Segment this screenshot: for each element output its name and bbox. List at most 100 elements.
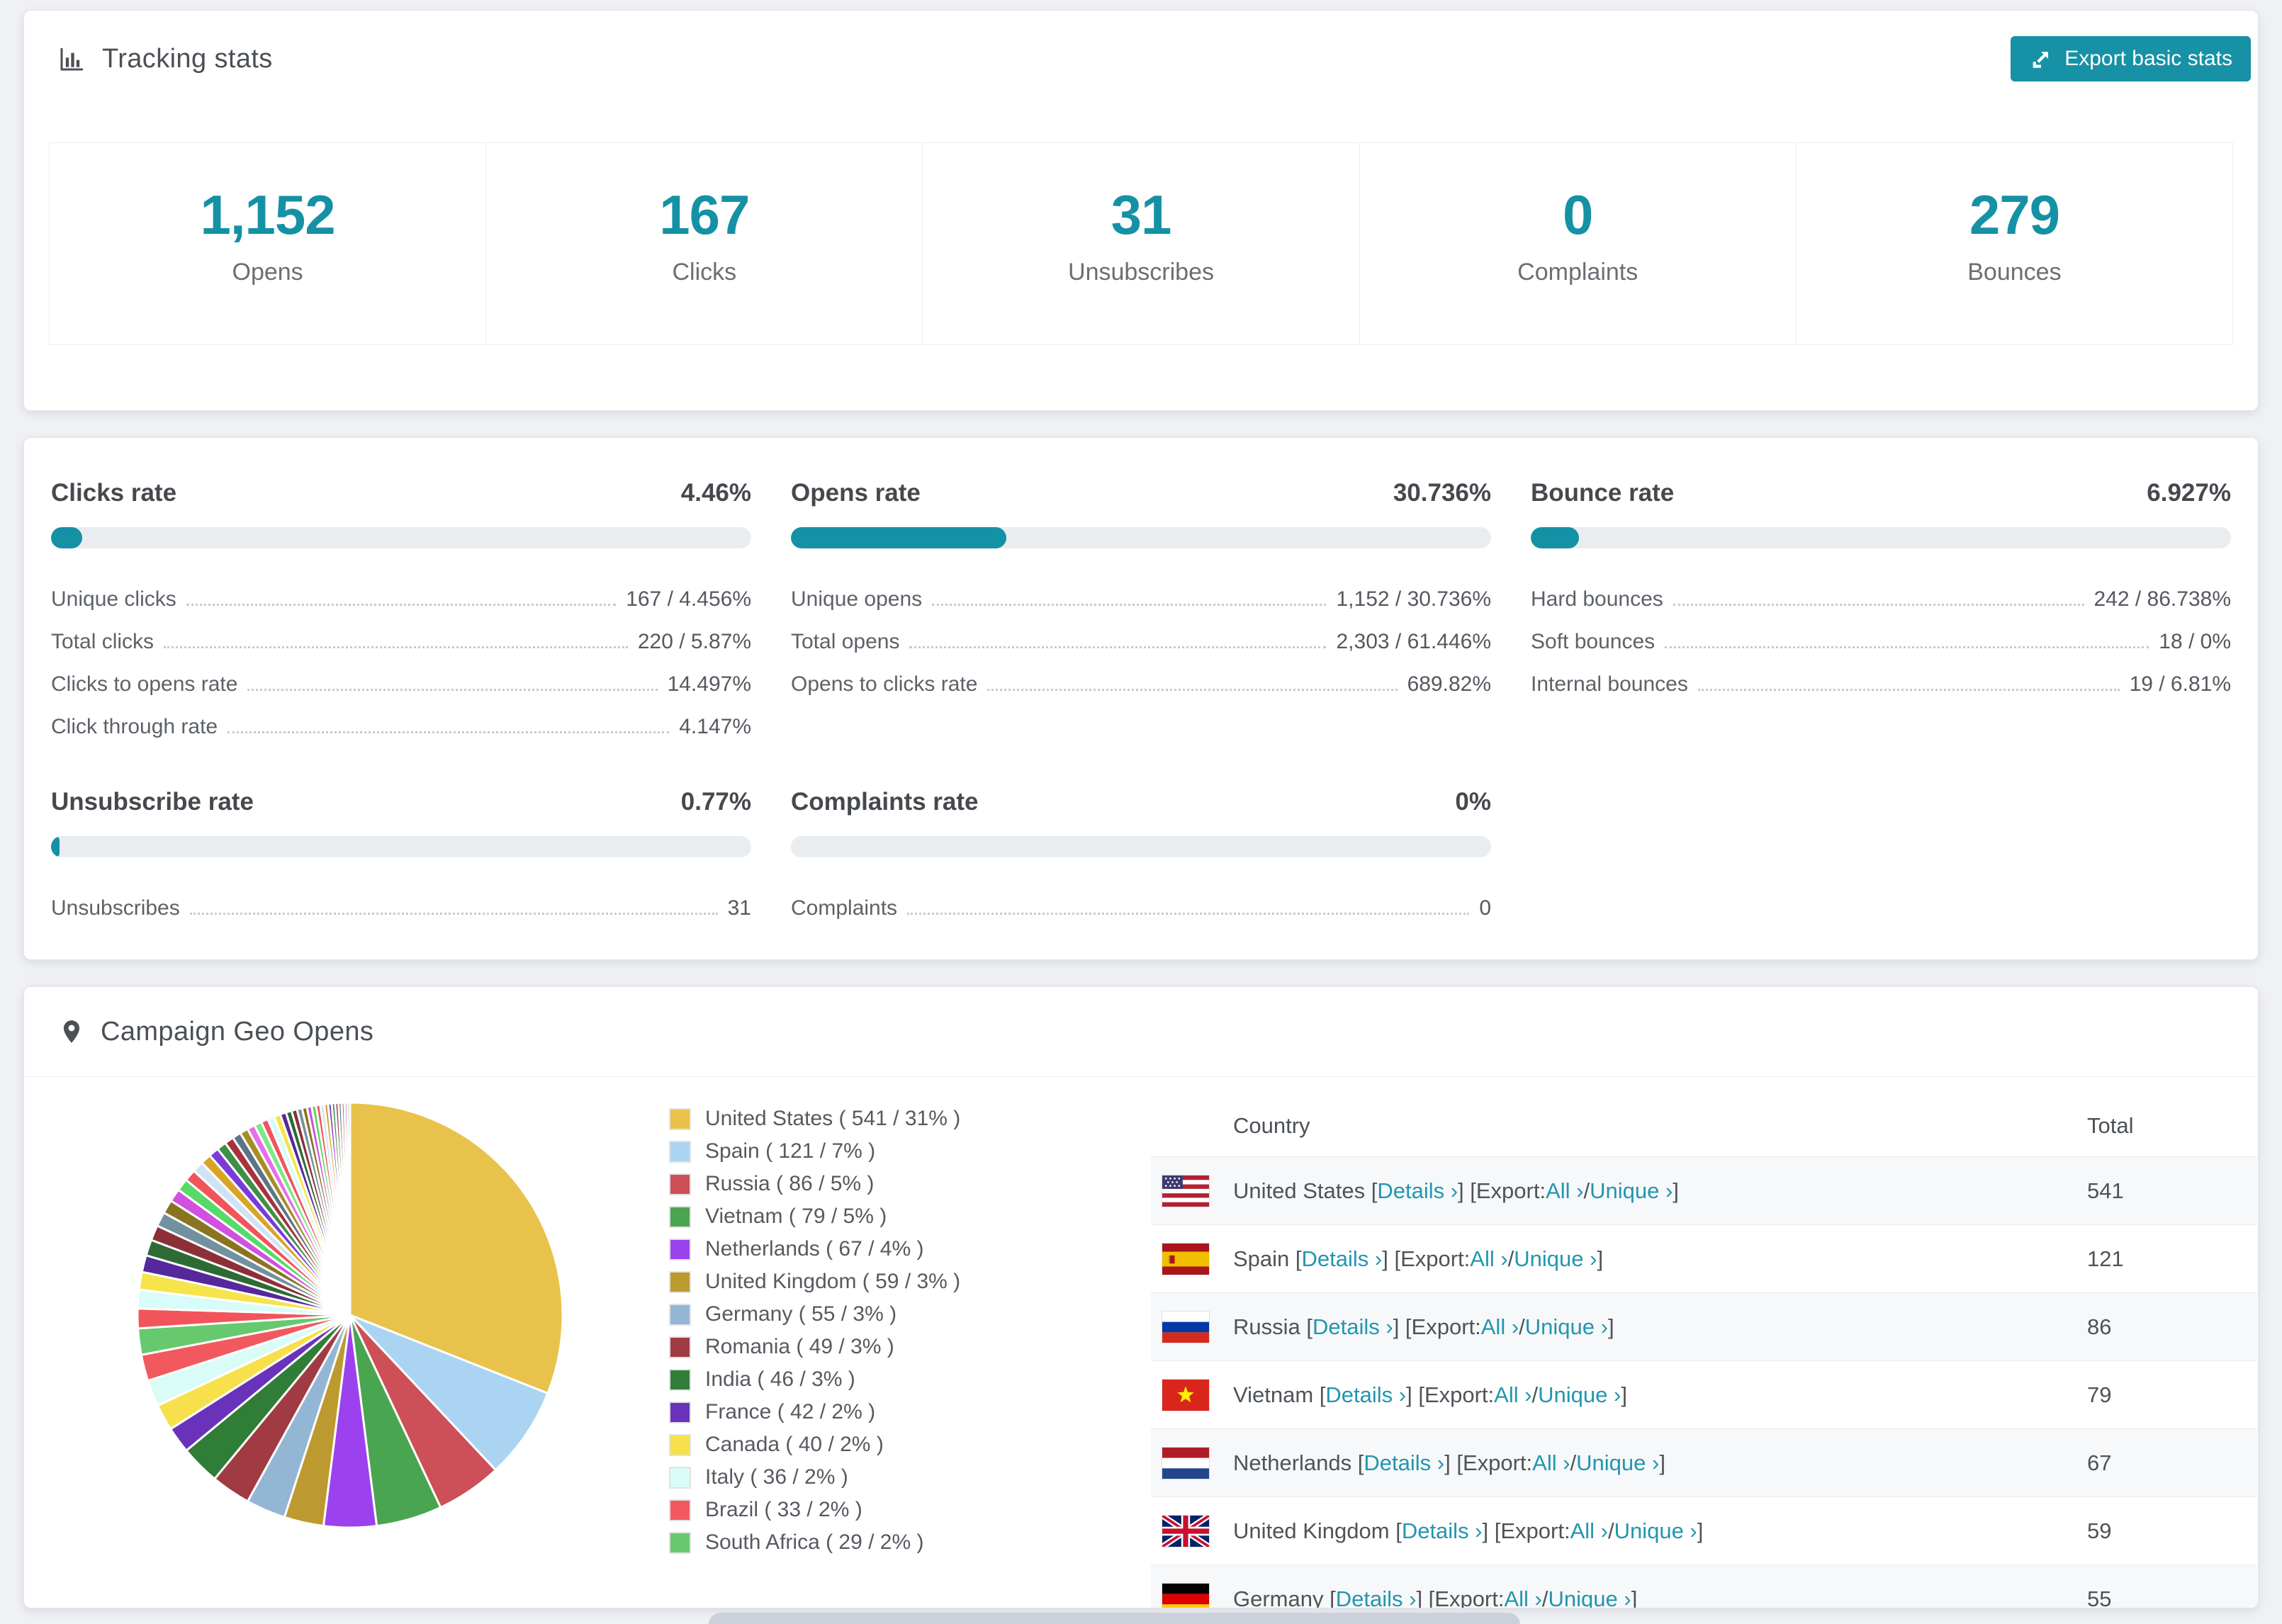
details-link[interactable]: Details › [1377, 1178, 1458, 1203]
legend-item[interactable]: Canada ( 40 / 2% ) [669, 1433, 1038, 1457]
legend-item[interactable]: Russia ( 86 / 5% ) [669, 1172, 1038, 1196]
legend-swatch [669, 1531, 691, 1554]
legend-item[interactable]: France ( 42 / 2% ) [669, 1400, 1038, 1424]
rate-row-label: Unique clicks [51, 587, 176, 611]
dotted-leader [1665, 646, 2149, 648]
export-unique-link[interactable]: Unique › [1590, 1178, 1673, 1203]
export-all-link[interactable]: All › [1546, 1178, 1584, 1203]
progress-fill [791, 527, 1006, 548]
country-total: 55 [2087, 1586, 2112, 1608]
export-unique-link[interactable]: Unique › [1538, 1382, 1621, 1407]
uk-flag-icon [1162, 1515, 1209, 1547]
table-text: [ [1371, 1178, 1378, 1203]
export-all-link[interactable]: All › [1480, 1314, 1519, 1339]
legend-item[interactable]: United States ( 541 / 31% ) [669, 1107, 1038, 1131]
country-total: 541 [2087, 1178, 2124, 1203]
legend-item[interactable]: Brazil ( 33 / 2% ) [669, 1498, 1038, 1522]
legend-item[interactable]: Netherlands ( 67 / 4% ) [669, 1237, 1038, 1261]
legend-label: United Kingdom ( 59 / 3% ) [705, 1270, 961, 1293]
legend-item[interactable]: Spain ( 121 / 7% ) [669, 1139, 1038, 1163]
rate-row-value: 4.147% [679, 715, 751, 738]
dotted-leader [909, 646, 1327, 648]
legend-label: Spain ( 121 / 7% ) [705, 1139, 876, 1163]
country-name: Germany [1233, 1586, 1330, 1608]
legend-item[interactable]: Italy ( 36 / 2% ) [669, 1465, 1038, 1489]
country-cell: Germany [Details ›] [Export: All › / Uni… [1162, 1583, 2087, 1608]
rate-row-value: 31 [727, 896, 751, 920]
details-link[interactable]: Details › [1313, 1314, 1393, 1339]
rate-rows: Hard bounces 242 / 86.738% Soft bounces 18 … [1531, 578, 2231, 706]
legend-label: Vietnam ( 79 / 5% ) [705, 1205, 887, 1228]
rate-row-label: Click through rate [51, 715, 218, 738]
legend-label: South Africa ( 29 / 2% ) [705, 1530, 924, 1554]
legend-swatch [669, 1303, 691, 1326]
details-link[interactable]: Details › [1364, 1450, 1445, 1475]
pie-slice-spain[interactable] [349, 1314, 549, 1472]
rate-row-value: 19 / 6.81% [2129, 672, 2231, 696]
table-text: / [1583, 1178, 1590, 1203]
dotted-leader [164, 646, 628, 648]
dotted-leader [1673, 604, 2084, 606]
legend-item[interactable]: Romania ( 49 / 3% ) [669, 1335, 1038, 1359]
country-column-header: Country [1233, 1113, 1310, 1138]
country-name: United States [1233, 1178, 1371, 1203]
rate-row: Unsubscribes 31 [51, 887, 751, 930]
details-link[interactable]: Details › [1335, 1586, 1417, 1608]
horizontal-scrollbar[interactable] [709, 1613, 1520, 1624]
rate-row-value: 242 / 86.738% [2093, 587, 2232, 611]
export-unique-link[interactable]: Unique › [1548, 1586, 1631, 1608]
export-all-link[interactable]: All › [1470, 1246, 1508, 1271]
export-unique-link[interactable]: Unique › [1614, 1518, 1697, 1543]
export-basic-stats-button[interactable]: Export basic stats [2011, 36, 2251, 81]
details-link[interactable]: Details › [1325, 1382, 1407, 1407]
rates-panel: Clicks rate 4.46% Unique clicks 167 / 4.4… [23, 437, 2259, 960]
progress-track [791, 836, 1491, 857]
stat-value: 279 [1969, 184, 2060, 246]
export-all-link[interactable]: All › [1504, 1586, 1542, 1608]
stat-value: 1,152 [200, 184, 336, 246]
country-row: Netherlands [Details ›] [Export: All › /… [1151, 1428, 2257, 1496]
table-text: ] [Export: [1382, 1246, 1471, 1271]
export-all-link[interactable]: All › [1494, 1382, 1532, 1407]
table-text: ] [Export: [1393, 1314, 1481, 1339]
export-unique-link[interactable]: Unique › [1524, 1314, 1608, 1339]
table-text: ] [1659, 1450, 1665, 1475]
table-text: ] [Export: [1444, 1450, 1533, 1475]
progress-track [51, 527, 751, 548]
rate-row: Clicks to opens rate 14.497% [51, 663, 751, 706]
dotted-leader [227, 731, 670, 733]
legend-swatch [669, 1336, 691, 1358]
pie-slice-other[interactable] [346, 1101, 352, 1316]
legend-item[interactable]: South Africa ( 29 / 2% ) [669, 1530, 1038, 1555]
stat-label: Bounces [1967, 259, 2062, 286]
export-unique-link[interactable]: Unique › [1514, 1246, 1597, 1271]
legend-swatch [669, 1238, 691, 1261]
pie-slice-united-states[interactable] [349, 1101, 564, 1395]
legend-swatch [669, 1401, 691, 1423]
export-unique-link[interactable]: Unique › [1576, 1450, 1660, 1475]
table-text: ] [Export: [1416, 1586, 1505, 1608]
legend-swatch [669, 1205, 691, 1228]
rate-row-value: 14.497% [667, 672, 751, 696]
legend-item[interactable]: Vietnam ( 79 / 5% ) [669, 1205, 1038, 1229]
rate-value: 0.77% [680, 788, 751, 816]
spain-flag-icon [1162, 1243, 1209, 1275]
rate-row: Click through rate 4.147% [51, 706, 751, 748]
legend-item[interactable]: United Kingdom ( 59 / 3% ) [669, 1270, 1038, 1294]
country-row: United States [Details ›] [Export: All ›… [1151, 1156, 2257, 1224]
details-link[interactable]: Details › [1301, 1246, 1383, 1271]
table-text: ] [Export: [1458, 1178, 1546, 1203]
stat-card-opens: 1,152 Opens [50, 143, 485, 344]
legend-item[interactable]: India ( 46 / 3% ) [669, 1368, 1038, 1392]
details-link[interactable]: Details › [1401, 1518, 1483, 1543]
dotted-leader [987, 689, 1398, 691]
geo-table-header: Country Total [1151, 1095, 2257, 1156]
country-cell: Netherlands [Details ›] [Export: All › /… [1162, 1447, 2087, 1479]
rate-row-value: 1,152 / 30.736% [1336, 587, 1491, 611]
complaints-rate-block: Complaints rate 0% Complaints 0 [791, 788, 1491, 930]
export-all-link[interactable]: All › [1570, 1518, 1608, 1543]
stat-label: Opens [232, 259, 303, 286]
export-all-link[interactable]: All › [1532, 1450, 1570, 1475]
legend-item[interactable]: Germany ( 55 / 3% ) [669, 1302, 1038, 1326]
dotted-leader [932, 604, 1327, 606]
